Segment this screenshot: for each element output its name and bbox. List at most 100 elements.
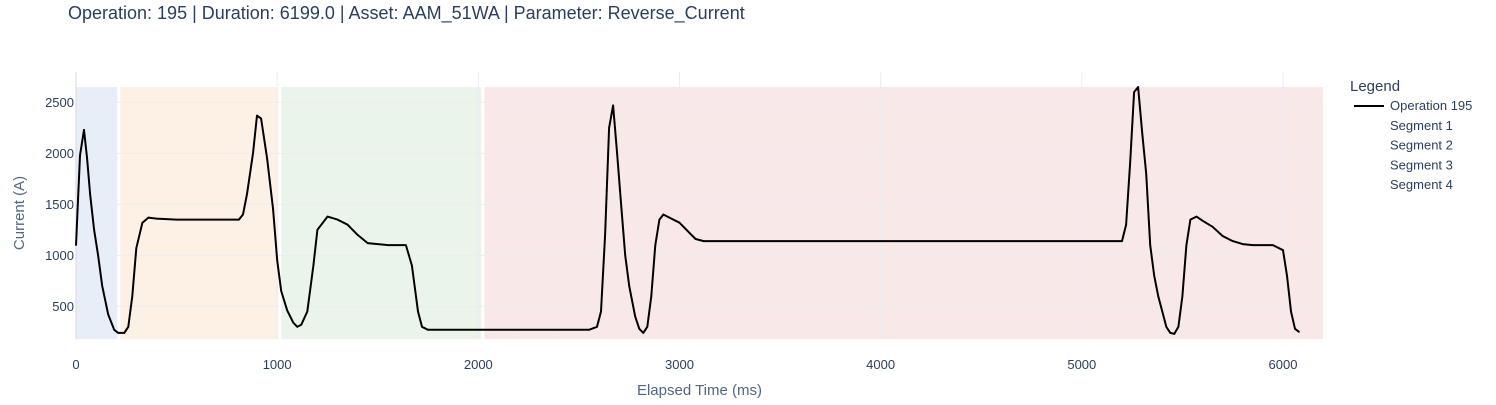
data-point (1125, 223, 1127, 226)
x-tick-label: 6000 (1269, 357, 1298, 372)
legend-label: Segment 4 (1390, 177, 1453, 192)
data-point (123, 332, 126, 334)
data-point (1211, 225, 1214, 228)
data-point (620, 203, 622, 206)
y-axis-title: Current (A) (11, 176, 28, 250)
data-point (326, 215, 329, 218)
y-tick-label: 2500 (45, 95, 74, 110)
data-point (356, 234, 359, 236)
data-point (1201, 219, 1204, 222)
data-point (252, 152, 254, 155)
data-point (1161, 310, 1164, 313)
data-point (75, 244, 77, 246)
data-point (405, 244, 407, 246)
data-point (141, 221, 144, 224)
segment-bands (76, 87, 1323, 339)
legend-item-segment-4[interactable]: Segment 4 (1390, 177, 1453, 192)
legend-item-segment-1[interactable]: Segment 1 (1390, 118, 1453, 133)
data-point (175, 218, 178, 221)
data-point (292, 321, 295, 324)
data-point (147, 216, 150, 219)
y-axis-ticks: 500 1000 1500 2000 2500 (45, 95, 74, 314)
data-point (477, 329, 480, 331)
x-tick-label: 3000 (665, 357, 694, 372)
data-point (1129, 162, 1131, 165)
data-point (596, 325, 598, 328)
data-point (688, 232, 691, 234)
data-point (624, 254, 626, 257)
data-point (980, 240, 983, 242)
data-point (256, 114, 258, 117)
data-point (608, 127, 610, 129)
data-point (276, 259, 278, 262)
series-layer (75, 86, 1300, 335)
data-point (127, 325, 130, 328)
data-point (1298, 331, 1300, 333)
data-point (668, 216, 671, 219)
data-point (1282, 249, 1284, 252)
data-point (97, 254, 99, 257)
data-point (642, 332, 645, 334)
data-point (101, 285, 103, 287)
data-point (155, 217, 158, 220)
data-point (1169, 332, 1172, 334)
data-point (517, 329, 520, 331)
data-point (1272, 244, 1274, 246)
data-point (1137, 86, 1139, 88)
data-point (316, 229, 319, 231)
x-tick-label: 4000 (866, 357, 895, 372)
y-tick-label: 1500 (45, 197, 74, 212)
legend-label: Operation 195 (1390, 98, 1472, 113)
legend-label: Segment 3 (1390, 157, 1453, 172)
data-point (195, 218, 198, 221)
data-point (216, 218, 218, 221)
data-point (86, 157, 88, 160)
y-tick-label: 1000 (45, 248, 74, 263)
data-point (1290, 310, 1292, 313)
data-point (1286, 274, 1288, 277)
data-point (387, 244, 389, 246)
data-point (604, 234, 606, 236)
legend-item-operation-195[interactable]: Operation 195 (1354, 98, 1472, 113)
x-tick-label: 5000 (1067, 357, 1096, 372)
data-point (437, 329, 439, 331)
legend-item-segment-2[interactable]: Segment 2 (1390, 138, 1453, 153)
x-axis-title: Elapsed Time (ms) (637, 382, 762, 399)
data-point (654, 244, 657, 246)
data-point (366, 242, 369, 244)
x-tick-label: 2000 (464, 357, 493, 372)
data-point (376, 243, 379, 245)
data-point (427, 329, 429, 331)
data-point (131, 295, 134, 297)
data-point (113, 329, 116, 331)
data-point (89, 193, 91, 195)
data-point (1294, 327, 1296, 330)
data-point (336, 218, 339, 221)
data-point (421, 325, 423, 328)
data-point (616, 152, 618, 155)
data-point (1173, 333, 1176, 335)
data-point (1145, 172, 1147, 175)
series-line-operation-195 (75, 86, 1300, 335)
data-point (417, 310, 419, 313)
data-point (242, 213, 244, 216)
data-point (1231, 240, 1234, 242)
data-point (411, 264, 413, 267)
x-axis-ticks: 0 1000 2000 3000 4000 5000 6000 (72, 357, 1297, 372)
legend-label: Segment 2 (1390, 138, 1453, 153)
legend[interactable]: Legend Operation 195 Segment 1 Segment 2 Seg… (1350, 78, 1472, 192)
segment-band-2 (120, 87, 279, 339)
data-point (779, 240, 781, 242)
data-point (557, 329, 560, 331)
data-point (312, 264, 315, 267)
data-point (1185, 244, 1188, 246)
legend-title: Legend (1350, 78, 1400, 95)
data-point (694, 238, 697, 240)
data-point (93, 229, 95, 231)
data-point (658, 218, 661, 221)
segment-band-3 (281, 87, 482, 339)
data-point (266, 157, 268, 160)
data-point (1081, 240, 1083, 242)
legend-item-segment-3[interactable]: Segment 3 (1390, 157, 1453, 172)
